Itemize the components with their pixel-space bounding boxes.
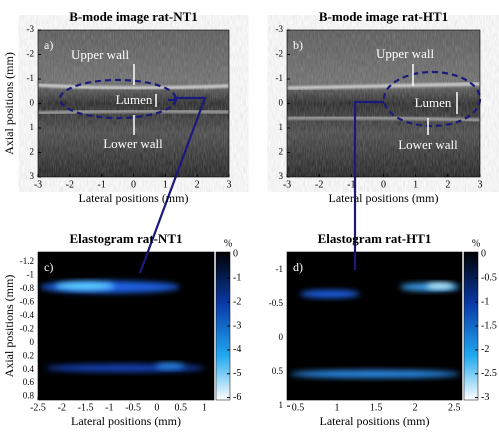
y-tick-label: -2 — [27, 49, 35, 59]
x-tick-label: 2 — [195, 179, 200, 190]
elastogram-image-d — [287, 252, 462, 400]
x-tick-label: 2 — [413, 402, 418, 413]
x-tick-label: 0.5 — [292, 402, 305, 413]
colorbar-tick-label: -5 — [233, 368, 241, 379]
x-axis-label: Lateral positions (mm) — [329, 191, 439, 205]
y-tick-label: 0.5 — [272, 366, 284, 376]
x-tick-label: 0 — [381, 179, 386, 190]
y-tick-label: 1 — [279, 122, 284, 132]
colorbar-tick-label: -2 — [481, 344, 489, 355]
y-tick-label: 0.2 — [23, 350, 34, 360]
y-tick-label: -1.2 — [20, 256, 34, 266]
x-tick-label: 1 — [163, 179, 168, 190]
y-tick-label: 1 — [279, 400, 284, 410]
x-tick-label: 3 — [227, 179, 232, 190]
y-tick-label: 0 — [279, 332, 284, 342]
y-tick-label: 2 — [279, 147, 284, 157]
colorbar-tick-label: -2.5 — [481, 368, 497, 379]
y-tick-label: 0.8 — [23, 391, 35, 401]
panel-label: b) — [293, 38, 303, 52]
x-tick-label: 0.5 — [174, 402, 187, 413]
x-axis-label: Lateral positions (mm) — [71, 414, 181, 428]
colorbar-tick-label: -6 — [233, 392, 241, 403]
annotation: Lumen — [415, 95, 452, 110]
colorbar-tick-label: -3 — [233, 320, 241, 331]
colorbar-tick-label: -0.5 — [481, 273, 497, 284]
annotation: Lower wall — [398, 137, 458, 152]
x-tick-label: -2.5 — [30, 402, 46, 413]
y-tick-label: 0.4 — [23, 364, 35, 374]
x-tick-label: 0 — [154, 402, 159, 413]
y-axis-label: Axial positions (mm) — [2, 52, 16, 155]
annotation: Upper wall — [376, 46, 435, 61]
colorbar-tick-label: 0 — [233, 249, 238, 260]
y-tick-label: 1 — [30, 122, 35, 132]
y-tick-label: 2 — [30, 147, 35, 157]
y-tick-label: 0 — [279, 98, 284, 108]
elastogram-image-c — [38, 252, 214, 400]
y-tick-label: -1 — [276, 73, 284, 83]
panel-title: Elastogram rat-NT1 — [69, 231, 182, 246]
panel-title: B-mode image rat-HT1 — [319, 9, 448, 24]
x-tick-label: -1 — [347, 179, 355, 190]
x-tick-label: -2 — [315, 179, 323, 190]
colorbar-tick-label: -3 — [481, 392, 489, 403]
annotation: Lumen — [116, 92, 153, 107]
figure: Upper wall Lumen Lower wall Upper wall L… — [0, 0, 499, 437]
y-tick-label: -0.8 — [20, 283, 35, 293]
x-axis-label: Lateral positions (mm) — [79, 191, 189, 205]
x-tick-label: 1.5 — [370, 402, 383, 413]
panel-label: d) — [293, 260, 303, 274]
y-tick-label: -0.4 — [20, 310, 35, 320]
y-tick-label: -3 — [276, 24, 284, 34]
panel-title: Elastogram rat-HT1 — [318, 231, 432, 246]
x-tick-label: 0 — [131, 179, 136, 190]
colorbar-tick-label: 0 — [481, 249, 486, 260]
y-tick-label: -3 — [27, 24, 35, 34]
y-tick-label: -0.5 — [269, 298, 284, 308]
annotation: Lower wall — [103, 136, 163, 151]
panel-label: c) — [44, 260, 53, 274]
x-tick-label: 2.5 — [448, 402, 461, 413]
y-tick-label: 0 — [30, 98, 35, 108]
x-tick-label: -3 — [34, 179, 42, 190]
colorbar-unit: % — [224, 238, 232, 249]
y-tick-label: 3 — [30, 171, 35, 181]
y-tick-label: -2 — [276, 49, 284, 59]
x-axis-label: Lateral positions (mm) — [320, 414, 430, 428]
x-tick-label: -1 — [105, 402, 113, 413]
y-axis-label: Axial positions (mm) — [2, 275, 16, 378]
x-tick-label: 2 — [445, 179, 450, 190]
y-tick-label: -1 — [27, 270, 35, 280]
x-tick-label: -1 — [97, 179, 105, 190]
y-tick-label: 0.6 — [23, 377, 35, 387]
x-tick-label: -2 — [58, 402, 66, 413]
x-tick-label: 3 — [478, 179, 483, 190]
y-tick-label: -0.2 — [20, 323, 34, 333]
colorbar-tick-label: -1 — [481, 296, 489, 307]
x-tick-label: -1.5 — [78, 402, 94, 413]
x-tick-label: 1 — [202, 402, 207, 413]
y-tick-label: 3 — [279, 171, 284, 181]
x-tick-label: 1 — [335, 402, 340, 413]
colorbar-tick-label: -4 — [233, 344, 241, 355]
x-tick-label: 1 — [413, 179, 418, 190]
y-tick-label: 0 — [30, 337, 35, 347]
x-tick-label: -2 — [66, 179, 74, 190]
colorbar-tick-label: -2 — [233, 296, 241, 307]
x-tick-label: -0.5 — [125, 402, 141, 413]
panel-label: a) — [44, 38, 53, 52]
x-tick-label: -3 — [283, 179, 291, 190]
colorbar-tick-label: -1 — [233, 273, 241, 284]
y-tick-label: -0.6 — [20, 297, 35, 307]
colorbar-tick-label: -1.5 — [481, 320, 497, 331]
y-tick-label: -1 — [27, 73, 35, 83]
y-tick-label: -1 — [276, 264, 284, 274]
panel-title: B-mode image rat-NT1 — [69, 9, 198, 24]
annotation: Upper wall — [71, 47, 130, 62]
colorbar-unit: % — [472, 238, 480, 249]
